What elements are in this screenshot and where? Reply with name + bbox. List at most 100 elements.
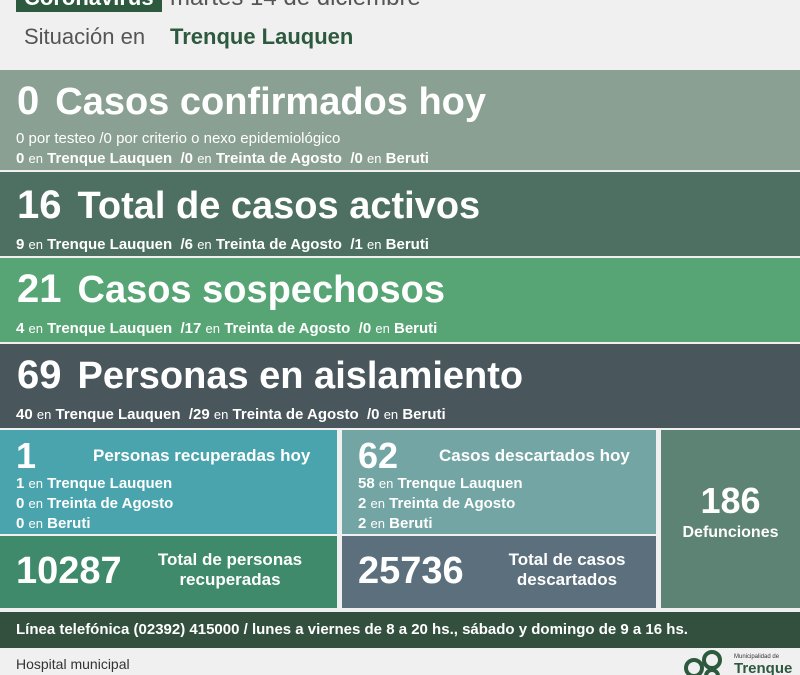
breakdown-en: en [36, 407, 52, 422]
breakdown-en: en [205, 321, 221, 336]
active-heading: 16 Total de casos activos [17, 182, 480, 229]
breakdown-count: 9 [16, 236, 25, 253]
breakdown-en: en [213, 407, 229, 422]
breakdown-count: 0 [16, 150, 25, 167]
list-en: en [28, 496, 43, 511]
list-item: 58 en Trenque Lauquen [358, 474, 523, 494]
isolation-breakdown: 40 en Trenque Lauquen /29 en Treinta de … [16, 406, 446, 424]
breakdown-en: en [375, 321, 390, 336]
list-count: 0 [16, 515, 25, 532]
breakdown-en: en [383, 407, 399, 422]
total-recovered-label: Total de personas recuperadas [157, 550, 303, 589]
confirmed-heading: 0 Casos confirmados hoy [17, 78, 486, 125]
list-count: 2 [358, 495, 367, 512]
active-title: Total de casos activos [77, 185, 481, 227]
deaths-number: 186 [700, 480, 761, 521]
list-item: 0 en Beruti [16, 514, 173, 534]
active-panel: 16 Total de casos activos 9 en Trenque La… [0, 172, 800, 256]
breakdown-count: /0 [180, 150, 194, 167]
list-place: Treinta de Agosto [389, 495, 516, 512]
breakdown-count: /0 [367, 406, 380, 423]
total-discarded-panel: 25736 Total de casos descartados [342, 536, 656, 608]
confirmed-number: 0 [17, 79, 40, 123]
list-count: 2 [358, 515, 367, 532]
breakdown-en: en [28, 237, 43, 252]
list-item: 2 en Treinta de Agosto [358, 494, 523, 514]
list-count: 1 [16, 475, 25, 492]
discarded-today-panel: 62 Casos descartados hoy 58 en Trenque L… [342, 430, 656, 534]
recovered-today-panel: 1 Personas recuperadas hoy 1 en Trenque … [0, 430, 337, 534]
list-place: Trenque Lauquen [397, 475, 523, 492]
active-breakdown: 9 en Trenque Lauquen /6 en Treinta de Ag… [16, 236, 429, 254]
isolation-number: 69 [17, 353, 62, 397]
isolation-title: Personas en aislamiento [77, 355, 524, 397]
header-tag: Coronavirus [16, 0, 162, 12]
list-place: Beruti [47, 515, 91, 532]
recovered-today-title: Personas recuperadas hoy [93, 446, 311, 465]
recovered-today-number: 1 [16, 435, 37, 476]
city-name: Trenque Lauquen [170, 24, 354, 49]
breakdown-en: en [367, 237, 382, 252]
suspected-title: Casos sospechosos [77, 269, 445, 311]
logo-small-text: Municipalidad de [734, 654, 780, 660]
phone-line: Línea telefónica (02392) 415000 / lunes … [0, 612, 800, 648]
header-date: martes 14 de diciembre [170, 0, 421, 10]
list-place: Beruti [389, 515, 433, 532]
breakdown-place: Beruti [385, 236, 429, 253]
breakdown-count: /6 [180, 236, 194, 253]
footer-hospital: Hospital municipal [16, 656, 130, 672]
breakdown-en: en [197, 237, 212, 252]
deaths-label: Defunciones [682, 524, 779, 541]
breakdown-place: Treinta de Agosto [215, 150, 342, 167]
breakdown-count: /0 [350, 150, 363, 167]
breakdown-count: /29 [188, 406, 210, 423]
confirmed-method-line: 0 por testeo /0 por criterio o nexo epid… [16, 130, 341, 147]
deaths-panel: 186 Defunciones [661, 430, 800, 608]
list-en: en [28, 516, 43, 531]
breakdown-en: en [367, 151, 382, 166]
breakdown-en: en [28, 321, 43, 336]
breakdown-en: en [28, 151, 43, 166]
recovered-today-list: 1 en Trenque Lauquen 0 en Treinta de Ago… [16, 474, 173, 534]
list-en: en [370, 496, 385, 511]
confirmed-panel: 0 Casos confirmados hoy 0 por testeo /0 p… [0, 70, 800, 170]
list-place: Trenque Lauquen [47, 475, 173, 492]
suspected-heading: 21 Casos sospechosos [17, 266, 445, 313]
total-recovered-number: 10287 [16, 550, 122, 592]
list-count: 58 [358, 475, 375, 492]
breakdown-count: /1 [350, 236, 363, 253]
confirmed-title: Casos confirmados hoy [55, 81, 487, 123]
breakdown-place: Beruti [393, 320, 438, 337]
municipality-logo: Municipalidad de Trenque [682, 650, 800, 675]
total-discarded-label: Total de casos descartados [508, 550, 626, 589]
location-label: Situación en [24, 24, 146, 49]
breakdown-place: Trenque Lauquen [47, 150, 173, 167]
list-place: Treinta de Agosto [47, 495, 174, 512]
breakdown-en: en [197, 151, 212, 166]
breakdown-count: 40 [16, 406, 33, 423]
suspected-breakdown: 4 en Trenque Lauquen /17 en Treinta de A… [16, 320, 437, 338]
confirmed-breakdown: 0 en Trenque Lauquen /0 en Treinta de Ag… [16, 150, 429, 168]
list-item: 0 en Treinta de Agosto [16, 494, 173, 514]
breakdown-place: Beruti [385, 150, 429, 167]
list-count: 0 [16, 495, 25, 512]
list-item: 2 en Beruti [358, 514, 523, 534]
logo-big-text: Trenque [734, 660, 793, 675]
breakdown-place: Beruti [402, 406, 446, 423]
breakdown-place: Trenque Lauquen [47, 320, 173, 337]
discarded-today-number: 62 [358, 435, 399, 476]
logo-mark-icon [684, 650, 722, 675]
list-en: en [370, 516, 385, 531]
total-recovered-panel: 10287 Total de personas recuperadas [0, 536, 337, 608]
breakdown-count: 4 [16, 320, 25, 337]
list-en: en [378, 476, 394, 491]
breakdown-place: Treinta de Agosto [232, 406, 359, 423]
isolation-panel: 69 Personas en aislamiento 40 en Trenque … [0, 344, 800, 428]
breakdown-count: /17 [180, 320, 202, 337]
list-en: en [28, 476, 43, 491]
breakdown-count: /0 [358, 320, 372, 337]
breakdown-place: Treinta de Agosto [224, 320, 351, 337]
active-number: 16 [17, 183, 62, 227]
list-item: 1 en Trenque Lauquen [16, 474, 173, 494]
suspected-number: 21 [17, 267, 62, 311]
